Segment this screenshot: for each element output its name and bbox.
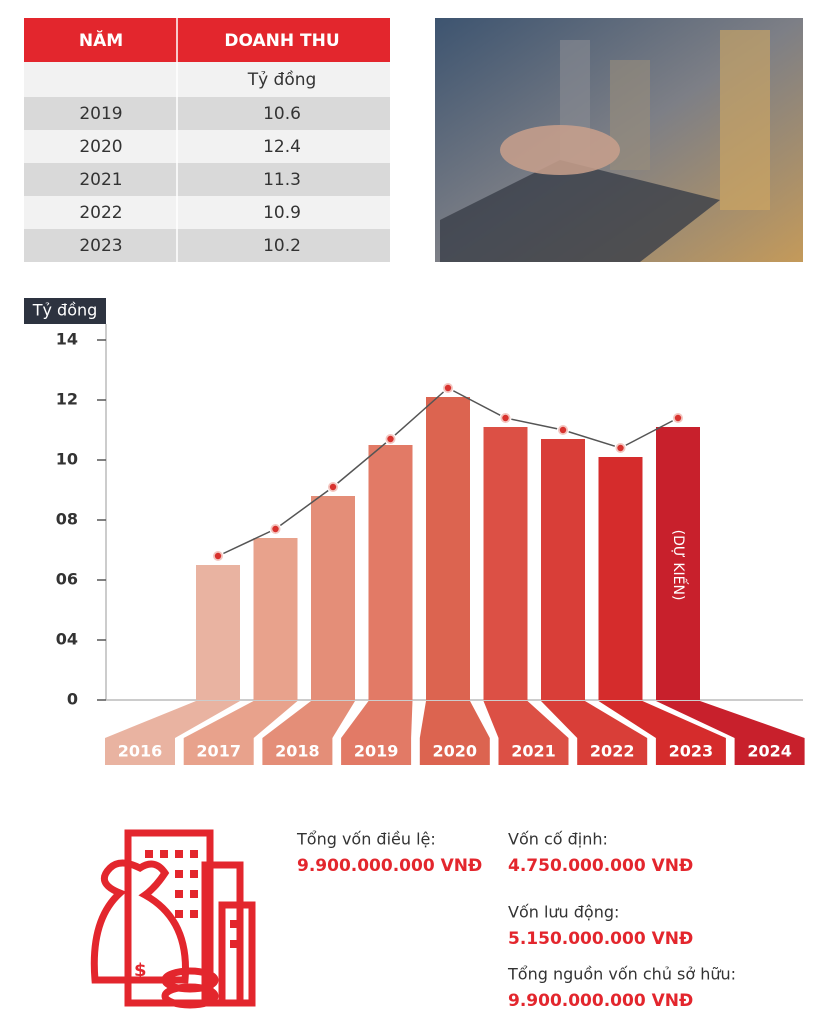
table-cell: 2021 [79,170,122,190]
capital-label: Tổng vốn điều lệ: [296,830,436,849]
bar [311,496,355,700]
line-marker [272,525,279,533]
line-marker [444,384,452,392]
bar [253,538,298,700]
y-tick-label: 04 [56,630,78,649]
photo [435,18,803,262]
x-label-box [734,738,805,765]
money-icon [90,829,256,1009]
x-tick-label: 2018 [275,742,320,761]
y-tick-label: 10 [56,450,78,469]
table-cell: 2022 [79,203,122,223]
bar [541,439,585,700]
line-marker [214,552,222,560]
bar-connector [541,701,648,738]
x-label-box [183,738,254,765]
y-axis-label: Tỷ đồng [32,301,98,320]
dollar: $ [134,960,147,981]
capital-value: 4.750.000.000 VNĐ [508,856,693,876]
x-tick-label: 2022 [590,742,635,761]
y-tick-label: 0 [67,690,78,709]
bar [426,397,470,700]
bar-connector [419,701,490,738]
table-row-bg [24,163,390,196]
table-cell: 11.3 [263,170,301,190]
x-label-box [419,738,490,765]
table-row-bg [24,229,390,262]
table-cell: 2023 [79,236,122,256]
table-header: DOANH THU [224,31,339,51]
table-header-bg [24,18,390,62]
x-label-box [498,738,569,765]
x-tick-label: 2021 [511,742,556,761]
annotation: (DỰ KIẾN) [670,530,689,601]
line-marker [674,414,682,422]
capital-value: 5.150.000.000 VNĐ [508,929,693,949]
axis-label-bg [24,298,106,324]
table-header: NĂM [79,29,123,51]
table-row-bg [24,130,390,163]
line-marker [387,435,394,443]
y-tick-label: 14 [56,330,78,349]
x-tick-label: 2023 [669,742,714,761]
x-label-box [577,738,648,765]
y-tick-label: 08 [56,510,78,529]
bar-connector [105,701,240,738]
table-cell: 10.2 [263,236,301,256]
x-label-box [105,738,175,765]
table-cell: 2019 [79,104,122,124]
capital-value: 9.900.000.000 VNĐ [508,991,693,1011]
table-cell: 12.4 [263,137,301,157]
bar [483,427,528,700]
table-cell: 10.6 [263,104,301,124]
x-label-box [341,738,412,765]
capital-label: Vốn lưu động: [508,903,619,922]
bar-connector [341,701,413,738]
bar [196,565,240,700]
x-tick-label: 2024 [747,742,792,761]
bar-connector [656,701,805,738]
x-tick-label: 2019 [354,742,399,761]
x-tick-label: 2017 [196,742,241,761]
bar [368,445,413,700]
bar-connector [262,701,355,738]
line-marker [559,426,567,434]
y-tick-label: 06 [56,570,78,589]
line-marker [329,483,337,491]
icon-windows [145,850,238,948]
x-label-box [655,738,726,765]
table-row-bg [24,196,390,229]
table-cell: 2020 [79,137,122,157]
unit: Tỷ đồng [247,69,317,90]
y-tick-label: 12 [56,390,78,409]
unit-row-bg [24,62,390,97]
table-cell: 10.9 [263,203,301,223]
line-marker [502,414,509,422]
table-row-bg [24,97,390,130]
x-tick-label: 2020 [433,742,478,761]
x-label-box [262,738,333,765]
bar-connector [483,701,569,738]
x-tick-label: 2016 [118,742,163,761]
bar [598,457,643,700]
bar [656,427,700,700]
capital-value: 9.900.000.000 VNĐ [297,856,482,876]
bar-connector [598,701,726,738]
bar-connector [183,701,298,738]
capital-label: Vốn cố định: [508,830,608,849]
line-marker [617,444,624,452]
capital-label: Tổng nguồn vốn chủ sở hữu: [507,965,736,984]
